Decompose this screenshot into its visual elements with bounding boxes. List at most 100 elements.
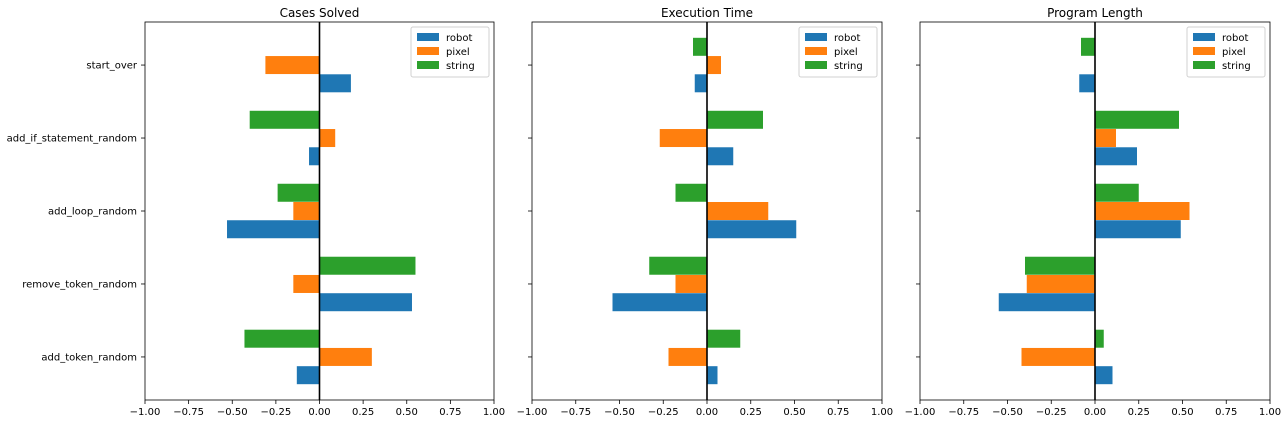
x-tick-label: 0.50 (1171, 407, 1193, 418)
bar-string-remove_token_random (319, 256, 416, 275)
bar-robot-start_over (1079, 74, 1095, 93)
x-tick-label: 0.50 (783, 407, 805, 418)
y-tick-label: add_if_statement_random (7, 134, 137, 145)
bar-robot-add_loop_random (227, 220, 320, 239)
x-tick-label: −0.75 (560, 407, 591, 418)
legend-label-pixel: pixel (446, 47, 470, 58)
x-tick-label: 0.00 (1084, 407, 1106, 418)
panel-3: −1.00 −0.75 −0.50 −0.25 0.00 0.25 0.50 0.75 1.00… (905, 6, 1281, 418)
bar-robot-add_if_statement_random (1095, 147, 1137, 166)
x-tick-label: 0.25 (740, 407, 762, 418)
bar-string-add_loop_random (1095, 183, 1139, 202)
bar-robot-add_token_random (707, 366, 718, 385)
bar-pixel-add_loop_random (1095, 202, 1190, 220)
x-tick-label: −0.25 (648, 407, 679, 418)
bar-pixel-remove_token_random (675, 274, 707, 293)
legend-swatch-pixel (1193, 47, 1215, 55)
bar-string-add_if_statement_random (707, 110, 763, 129)
legend-swatch-robot (417, 33, 439, 41)
legend-label-robot: robot (834, 33, 860, 44)
bar-robot-start_over (319, 74, 351, 93)
x-tick-label: 0.75 (827, 407, 849, 418)
y-tick-label: add_loop_random (48, 207, 137, 218)
y-tick-label: start_over (86, 61, 137, 72)
panel-1: −1.00 −0.75 −0.50 −0.25 0.00 0.25 0.50 0.75 1.00… (7, 6, 506, 418)
bar-pixel-remove_token_random (1026, 274, 1095, 293)
legend-swatch-pixel (805, 47, 827, 55)
bar-string-add_if_statement_random (1095, 110, 1179, 129)
legend-label-string: string (834, 61, 863, 72)
x-tick-label: −0.25 (1036, 407, 1067, 418)
x-tick-label: −0.25 (261, 407, 292, 418)
x-tick-label: −0.75 (948, 407, 979, 418)
legend-label-pixel: pixel (834, 47, 858, 58)
bar-robot-add_loop_random (1095, 220, 1181, 239)
legend-label-string: string (1222, 61, 1251, 72)
x-tick-label: 0.00 (696, 407, 718, 418)
legend-swatch-string (1193, 61, 1215, 69)
y-tick-label: remove_token_random (22, 279, 137, 290)
x-tick-label: 1.00 (1259, 407, 1281, 418)
panel-title: Cases Solved (280, 6, 360, 20)
panel-2: −1.00 −0.75 −0.50 −0.25 0.00 0.25 0.50 0.75 1.00… (517, 6, 893, 418)
x-tick-label: −1.00 (905, 407, 936, 418)
bar-robot-add_if_statement_random (309, 147, 320, 166)
legend-swatch-robot (1193, 33, 1215, 41)
x-tick-label: 0.50 (396, 407, 418, 418)
bar-string-add_loop_random (277, 183, 320, 202)
bar-robot-add_token_random (296, 366, 320, 385)
bar-string-remove_token_random (649, 256, 707, 275)
legend-label-pixel: pixel (1222, 47, 1246, 58)
bar-robot-remove_token_random (319, 293, 412, 312)
panel-title: Program Length (1047, 6, 1143, 20)
legend-swatch-robot (805, 33, 827, 41)
bar-string-add_loop_random (675, 183, 707, 202)
legend-swatch-string (805, 61, 827, 69)
x-tick-label: −0.75 (173, 407, 204, 418)
bar-string-add_token_random (707, 329, 741, 348)
bar-pixel-add_if_statement_random (319, 129, 336, 148)
bar-string-add_token_random (244, 329, 320, 348)
bar-string-add_if_statement_random (249, 110, 320, 129)
x-tick-label: −1.00 (517, 407, 548, 418)
x-tick-label: 0.25 (1128, 407, 1150, 418)
bar-robot-add_if_statement_random (707, 147, 734, 166)
bar-robot-add_token_random (1095, 366, 1113, 385)
bar-pixel-add_loop_random (293, 202, 320, 220)
legend: robot pixel string (1186, 26, 1266, 78)
x-tick-label: 1.00 (871, 407, 893, 418)
x-tick-label: −1.00 (130, 407, 161, 418)
bar-pixel-add_token_random (1021, 347, 1095, 366)
legend-label-robot: robot (1222, 33, 1248, 44)
bar-pixel-start_over (707, 56, 721, 75)
bar-robot-start_over (694, 74, 707, 93)
x-tick-label: 0.25 (352, 407, 374, 418)
bar-string-start_over (1081, 37, 1095, 56)
bar-pixel-add_token_random (319, 347, 372, 366)
bar-pixel-add_token_random (668, 347, 707, 366)
y-tick-label: add_token_random (41, 352, 137, 363)
x-tick-label: −0.50 (604, 407, 635, 418)
bar-robot-add_loop_random (707, 220, 797, 239)
bar-robot-remove_token_random (998, 293, 1095, 312)
panel-title: Execution Time (661, 6, 753, 20)
x-tick-label: 0.75 (439, 407, 461, 418)
bar-pixel-add_if_statement_random (1095, 129, 1116, 148)
bar-string-remove_token_random (1025, 256, 1095, 275)
x-tick-label: −0.50 (217, 407, 248, 418)
legend-label-robot: robot (446, 33, 472, 44)
bar-robot-remove_token_random (612, 293, 707, 312)
legend: robot pixel string (798, 26, 878, 78)
legend-label-string: string (446, 61, 475, 72)
x-tick-label: 0.00 (308, 407, 330, 418)
legend: robot pixel string (410, 26, 490, 78)
bar-pixel-start_over (265, 56, 320, 75)
bar-string-add_token_random (1095, 329, 1104, 348)
bar-pixel-add_loop_random (707, 202, 769, 220)
bar-pixel-remove_token_random (293, 274, 320, 293)
bar-string-start_over (693, 37, 707, 56)
x-tick-label: −0.50 (992, 407, 1023, 418)
legend-swatch-pixel (417, 47, 439, 55)
legend-swatch-string (417, 61, 439, 69)
